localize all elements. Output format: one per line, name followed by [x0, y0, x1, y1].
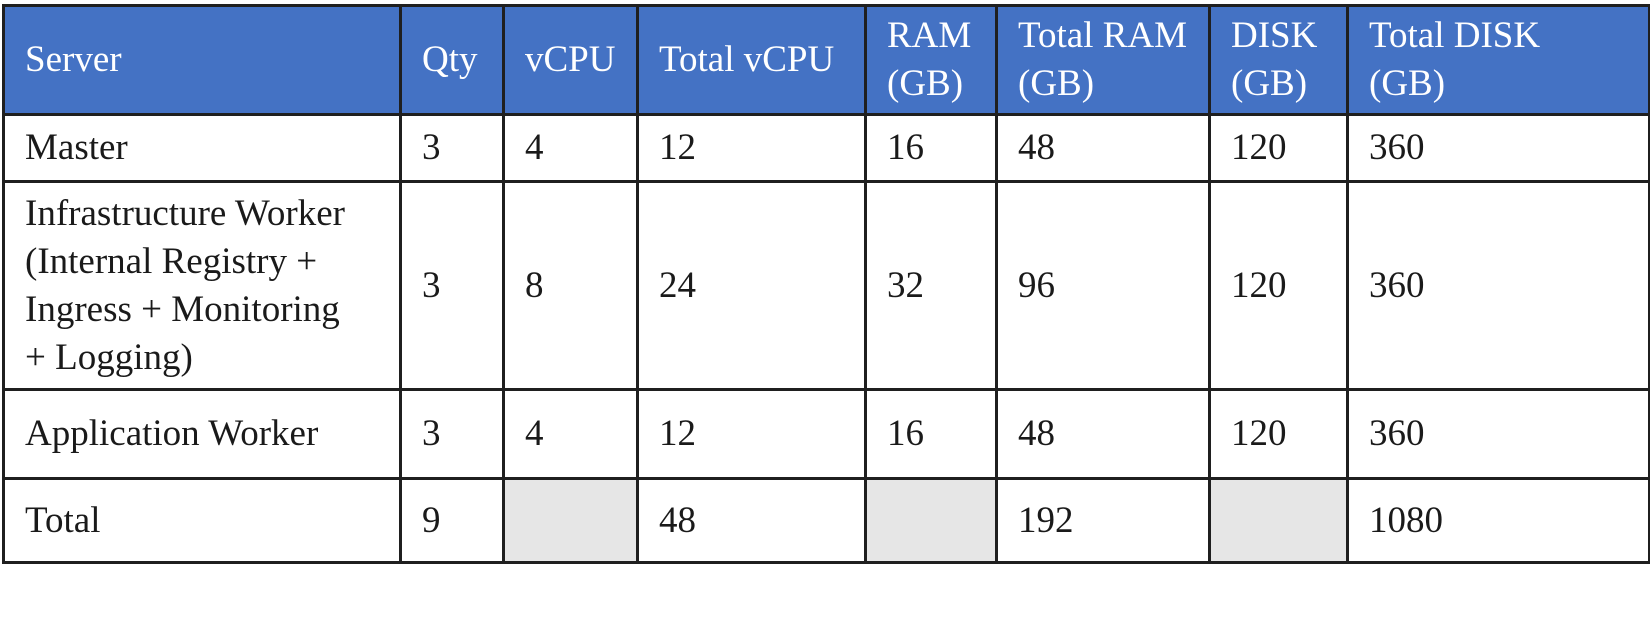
header-server: Server: [2, 4, 402, 116]
header-row: Server Qty vCPU Total vCPU RAM (GB) Total…: [2, 4, 1650, 116]
cell-total-disk: 360: [1346, 113, 1650, 183]
cell-ram: 32: [864, 180, 998, 391]
table-row-infrastructure-worker: Infrastructure Worker (Internal Registry …: [2, 180, 1650, 391]
cell-total-vcpu: 12: [636, 113, 867, 183]
cell-vcpu: 8: [502, 180, 639, 391]
header-ram-label: RAM: [887, 15, 972, 56]
cell-total-label: Total: [2, 477, 402, 564]
header-total-disk-unit: (GB): [1369, 63, 1446, 104]
cell-vcpu: 4: [502, 113, 639, 183]
cell-qty: 3: [399, 388, 505, 480]
cell-qty: 3: [399, 113, 505, 183]
cell-total-disk: 360: [1346, 388, 1650, 480]
header-ram: RAM (GB): [864, 4, 998, 116]
cell-ram: 16: [864, 113, 998, 183]
cell-disk: 120: [1208, 388, 1349, 480]
cell-total-ram: 48: [995, 113, 1211, 183]
cell-total-vcpu: 24: [636, 180, 867, 391]
cell-total-qty: 9: [399, 477, 505, 564]
server-name-line: Infrastructure Worker: [25, 192, 345, 234]
cell-vcpu: 4: [502, 388, 639, 480]
header-total-ram: Total RAM (GB): [995, 4, 1211, 116]
cell-total-ram: 96: [995, 180, 1211, 391]
server-name: Master: [25, 127, 128, 168]
header-disk: DISK (GB): [1208, 4, 1349, 116]
cell-blank-vcpu: [502, 477, 639, 564]
header-vcpu-label: vCPU: [525, 39, 616, 80]
header-qty: Qty: [399, 4, 505, 116]
header-server-label: Server: [25, 39, 122, 80]
server-sizing-table: Server Qty vCPU Total vCPU RAM (GB) Total…: [2, 4, 1650, 564]
cell-server: Master: [2, 113, 402, 183]
cell-blank-disk: [1208, 477, 1349, 564]
cell-total-disk-sum: 1080: [1346, 477, 1650, 564]
header-total-ram-label: Total RAM: [1018, 15, 1188, 56]
server-name-line: + Logging): [25, 336, 193, 378]
header-total-vcpu-label: Total vCPU: [659, 39, 835, 80]
cell-server: Infrastructure Worker (Internal Registry …: [2, 180, 402, 391]
header-ram-unit: (GB): [887, 63, 964, 104]
header-disk-unit: (GB): [1231, 63, 1308, 104]
header-qty-label: Qty: [422, 39, 478, 80]
cell-qty: 3: [399, 180, 505, 391]
server-name-line: (Internal Registry +: [25, 240, 318, 282]
server-name-line: Ingress + Monitoring: [25, 288, 340, 330]
header-total-ram-unit: (GB): [1018, 63, 1095, 104]
cell-total-disk: 360: [1346, 180, 1650, 391]
header-disk-label: DISK: [1231, 15, 1318, 56]
cell-total-ram: 48: [995, 388, 1211, 480]
cell-total-ram-sum: 192: [995, 477, 1211, 564]
table-row-total: Total 9 48 192 1080: [2, 477, 1650, 564]
header-vcpu: vCPU: [502, 4, 639, 116]
cell-disk: 120: [1208, 113, 1349, 183]
table-row-application-worker: Application Worker 3 4 12 16 48 120 360: [2, 388, 1650, 480]
header-total-disk: Total DISK (GB): [1346, 4, 1650, 116]
cell-total-vcpu: 12: [636, 388, 867, 480]
cell-server: Application Worker: [2, 388, 402, 480]
cell-disk: 120: [1208, 180, 1349, 391]
header-total-vcpu: Total vCPU: [636, 4, 867, 116]
cell-total-vcpu-sum: 48: [636, 477, 867, 564]
header-total-disk-label: Total DISK: [1369, 15, 1541, 56]
cell-ram: 16: [864, 388, 998, 480]
server-name: Application Worker: [25, 413, 319, 454]
cell-blank-ram: [864, 477, 998, 564]
table-row-master: Master 3 4 12 16 48 120 360: [2, 113, 1650, 183]
